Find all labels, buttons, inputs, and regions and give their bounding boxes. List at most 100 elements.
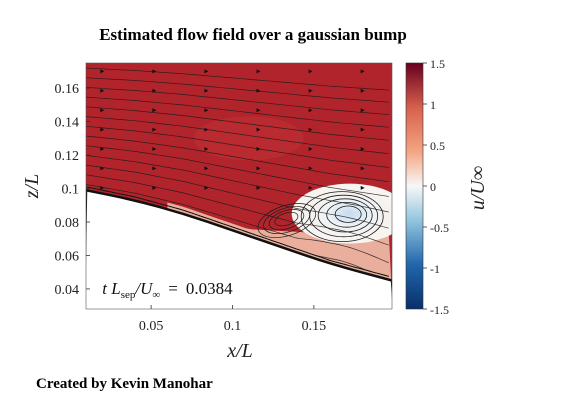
x-tick-label: 0.1 bbox=[224, 319, 242, 334]
streamline-arrow bbox=[152, 185, 157, 190]
streamline-arrow bbox=[100, 127, 105, 132]
secondary-vortex-streamline bbox=[274, 211, 299, 227]
colorbar-tick-label: -0.5 bbox=[430, 221, 449, 235]
streamline-arrow bbox=[152, 166, 157, 171]
streamline-arrow bbox=[152, 147, 157, 152]
annotation-value: 0.0384 bbox=[186, 279, 233, 298]
streamline bbox=[86, 106, 389, 141]
recirculation-streamline bbox=[317, 198, 373, 233]
x-tick-label: 0.05 bbox=[139, 319, 164, 334]
streamline-arrow bbox=[256, 185, 261, 190]
streamline-arrow bbox=[204, 108, 209, 113]
streamline-arrow bbox=[204, 147, 209, 152]
annotation-lhs: t L bbox=[102, 279, 120, 298]
annotation-subscript: sep bbox=[121, 289, 136, 301]
bump-wall bbox=[86, 188, 392, 309]
y-tick-label: 0.1 bbox=[62, 183, 80, 198]
streamline-arrow bbox=[360, 185, 365, 190]
streamline-arrow bbox=[100, 185, 105, 190]
streamline-arrow bbox=[256, 88, 261, 93]
streamline-arrow bbox=[360, 127, 365, 132]
y-axis-label: z/L bbox=[21, 174, 43, 199]
streamline-arrow bbox=[152, 108, 157, 113]
plot-area bbox=[86, 63, 392, 309]
streamline-arrow bbox=[100, 166, 105, 171]
x-tick-label: 0.15 bbox=[302, 319, 327, 334]
streamline-arrow bbox=[308, 127, 313, 132]
x-axis: 0.05 0.1 0.15 bbox=[139, 305, 326, 334]
colorbar-tick-label: 1.5 bbox=[430, 57, 445, 71]
streamline-arrow bbox=[100, 88, 105, 93]
colorbar-tick-label: 0 bbox=[430, 180, 436, 194]
time-annotation: t Lsep/U∞ = 0.0384 bbox=[102, 279, 233, 301]
y-axis: 0.04 0.06 0.08 0.1 0.12 0.14 0.16 bbox=[55, 82, 90, 298]
streamline-arrow bbox=[256, 108, 261, 113]
streamline bbox=[86, 125, 389, 168]
y-tick-label: 0.04 bbox=[55, 283, 80, 298]
annotation-mid: /U bbox=[134, 279, 154, 298]
streamline bbox=[86, 77, 389, 103]
streamline-arrow bbox=[308, 166, 313, 171]
streamline-arrow bbox=[256, 127, 261, 132]
streamline-arrow bbox=[360, 69, 365, 74]
colorbar bbox=[405, 62, 424, 310]
streamline-arrow bbox=[100, 69, 105, 74]
streamline-arrow bbox=[360, 108, 365, 113]
colorbar-label-text: u/U∞ bbox=[467, 166, 489, 210]
streamline bbox=[86, 174, 389, 246]
annotation-infinity: ∞ bbox=[152, 289, 160, 301]
streamline-arrow bbox=[308, 147, 313, 152]
streamline-arrow bbox=[204, 127, 209, 132]
streamline bbox=[86, 96, 389, 128]
recirculation-streamline bbox=[300, 191, 384, 243]
streamline-arrow bbox=[100, 108, 105, 113]
streamline bbox=[86, 145, 389, 197]
y-tick-label: 0.08 bbox=[55, 216, 80, 231]
streamline-arrow bbox=[308, 88, 313, 93]
y-tick-label: 0.12 bbox=[55, 149, 80, 164]
colorbar-tick-label: 0.5 bbox=[430, 139, 445, 153]
colorbar-tick-label: 1 bbox=[430, 98, 436, 112]
streamline bbox=[86, 87, 389, 115]
streamline-arrow bbox=[360, 166, 365, 171]
reverse-flow-core bbox=[291, 183, 392, 244]
y-tick-label: 0.16 bbox=[55, 82, 80, 97]
streamline bbox=[86, 164, 389, 229]
streamlines bbox=[86, 67, 389, 277]
streamline bbox=[86, 67, 389, 91]
streamline-arrow bbox=[152, 88, 157, 93]
streamline-arrow bbox=[360, 147, 365, 152]
secondary-vortex-streamline bbox=[263, 206, 311, 235]
recirculation-streamline bbox=[326, 202, 368, 228]
streamline bbox=[86, 184, 389, 264]
x-axis-label: x/L bbox=[226, 340, 253, 362]
streamline bbox=[86, 135, 389, 183]
annotation-equals: = bbox=[168, 279, 178, 298]
streamline-arrow bbox=[204, 69, 209, 74]
streamline-arrow bbox=[360, 88, 365, 93]
colorbar-tick-label: -1 bbox=[430, 262, 440, 276]
streamline-arrow bbox=[204, 185, 209, 190]
chart-title: Estimated flow field over a gaussian bum… bbox=[99, 25, 407, 44]
streamline bbox=[86, 116, 389, 155]
y-tick-label: 0.06 bbox=[55, 249, 80, 264]
streamline bbox=[86, 155, 389, 213]
streamline-arrow bbox=[308, 108, 313, 113]
colorbar-tick-label: -1.5 bbox=[430, 303, 449, 317]
colorbar-label: u/U∞ bbox=[467, 166, 489, 210]
streamline-arrow bbox=[256, 147, 261, 152]
credit-text: Created by Kevin Manohar bbox=[36, 376, 213, 392]
secondary-vortex-streamline bbox=[268, 209, 305, 231]
streamline-arrow bbox=[204, 166, 209, 171]
recirculation-streamline bbox=[334, 205, 362, 223]
streamline-arrow bbox=[256, 69, 261, 74]
streamline-arrow bbox=[308, 185, 313, 190]
plot-frame bbox=[85, 62, 393, 310]
streamline-arrow bbox=[152, 69, 157, 74]
colorbar-ticks: -1.5 -1 -0.5 0 0.5 1 1.5 bbox=[423, 57, 449, 317]
y-tick-label: 0.14 bbox=[55, 116, 80, 131]
streamline-arrow bbox=[256, 166, 261, 171]
streamline-arrow bbox=[152, 127, 157, 132]
streamline-arrow bbox=[204, 88, 209, 93]
